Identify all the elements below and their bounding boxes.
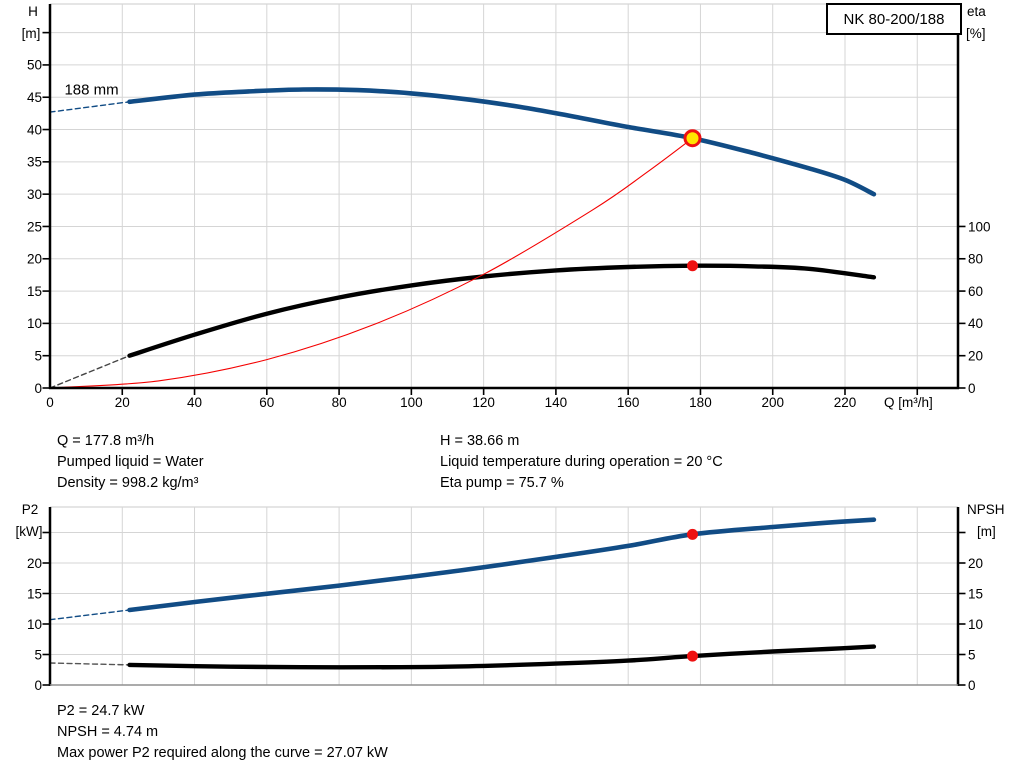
axis-text: 5 <box>34 647 42 662</box>
gridlines <box>50 506 958 685</box>
axis-text: 0 <box>968 678 976 693</box>
duty-info-block: Q = 177.8 m³/h Pumped liquid = Water Den… <box>57 431 204 494</box>
info-line-liquid: Pumped liquid = Water <box>57 454 204 470</box>
head-curve-dashed <box>49 101 131 113</box>
info-line-density: Density = 998.2 kg/m³ <box>57 475 199 491</box>
duty-point-markers <box>686 528 698 662</box>
head-efficiency-chart: 0 5 10 15 20 25 30 35 40 45 50 0 20 40 60 80 100 0 20 40 60 8… <box>22 3 991 410</box>
axis-text: 60 <box>259 395 274 410</box>
axis-unit-labels: P2 [kW] NPSH [m] <box>16 502 1005 539</box>
system-curve <box>49 137 694 389</box>
axis-text: Q [m³/h] <box>884 395 933 410</box>
axes <box>48 507 960 686</box>
curves <box>49 87 877 389</box>
npsh-point-marker <box>686 650 698 662</box>
axis-text: 0 <box>968 381 976 396</box>
axis-text: 15 <box>968 586 983 601</box>
axis-text: 10 <box>27 316 42 331</box>
axis-text: 180 <box>689 395 712 410</box>
axis-text: NPSH <box>967 502 1005 517</box>
info-line-npsh: NPSH = 4.74 m <box>57 724 159 740</box>
power-info-block: P2 = 24.7 kW NPSH = 4.74 m Max power P2 … <box>57 701 388 764</box>
axis-text: [m] <box>977 524 996 539</box>
efficiency-curve <box>127 263 877 358</box>
info-line-q: Q = 177.8 m³/h <box>57 433 155 449</box>
power-npsh-chart: 0 5 10 15 20 0 5 10 15 20 P2 [kW] NPSH [m] <box>16 502 1005 693</box>
axis-text: 0 <box>34 678 42 693</box>
axis-text: [kW] <box>16 524 43 539</box>
axis-text: 40 <box>968 316 983 331</box>
axis-text: 40 <box>187 395 202 410</box>
npsh-curve <box>127 644 877 670</box>
gridlines <box>50 3 958 388</box>
axis-text: 20 <box>27 252 42 267</box>
axis-text: 15 <box>27 284 42 299</box>
curves <box>49 517 877 670</box>
axis-text: eta <box>967 4 986 19</box>
axis-text: 100 <box>968 219 991 234</box>
info-line-h: H = 38.66 m <box>440 433 520 449</box>
axis-text: H <box>28 4 38 19</box>
efficiency-point-marker <box>686 260 698 272</box>
axis-text: 10 <box>968 617 983 632</box>
axis-text: 160 <box>617 395 640 410</box>
axis-text: 200 <box>761 395 784 410</box>
axis-text: [m] <box>22 26 41 41</box>
axis-text: 60 <box>968 284 983 299</box>
duty-point-marker <box>683 129 702 148</box>
axis-text: 40 <box>27 122 42 137</box>
info-line-temperature: Liquid temperature during operation = 20… <box>440 454 723 470</box>
power-point-marker <box>686 528 698 540</box>
pump-model-label: NK 80-200/188 <box>843 10 945 28</box>
axis-text: 140 <box>545 395 568 410</box>
axis-text: 45 <box>27 90 42 105</box>
axis-text: 10 <box>27 617 42 632</box>
axis-text: 20 <box>968 556 983 571</box>
axis-text: 5 <box>968 647 976 662</box>
axis-text: 5 <box>34 348 42 363</box>
axis-text: 30 <box>27 187 42 202</box>
pump-model-box: NK 80-200/188 <box>826 3 962 35</box>
info-line-maxpower: Max power P2 required along the curve = … <box>57 745 388 761</box>
axis-unit-labels: H [m] eta [%] Q [m³/h] <box>22 4 987 410</box>
info-line-p2: P2 = 24.7 kW <box>57 703 145 719</box>
axis-text: 80 <box>968 252 983 267</box>
impeller-size-label: 188 mm <box>64 82 118 99</box>
axis-text: 80 <box>332 395 347 410</box>
tick-marks-and-labels: 0 5 10 15 20 25 30 35 40 45 50 0 20 40 60 80 100 0 20 40 60 8… <box>27 31 991 410</box>
axis-text: 20 <box>115 395 130 410</box>
axis-text: 50 <box>27 58 42 73</box>
axis-text: P2 <box>22 502 39 517</box>
duty-point-markers <box>683 129 702 272</box>
power-curve-dashed <box>49 609 131 621</box>
power-curve <box>127 517 877 613</box>
axis-text: 35 <box>27 155 42 170</box>
axis-text: 100 <box>400 395 423 410</box>
efficiency-curve-dashed <box>49 355 131 389</box>
axis-text: 120 <box>472 395 495 410</box>
axes <box>48 4 960 390</box>
axis-text: 20 <box>968 348 983 363</box>
axis-text: 0 <box>34 381 42 396</box>
tick-marks-and-labels: 0 5 10 15 20 0 5 10 15 20 <box>27 531 983 693</box>
info-line-eta: Eta pump = 75.7 % <box>440 475 564 491</box>
axis-text: 0 <box>46 395 54 410</box>
axis-text: 15 <box>27 586 42 601</box>
axis-text: [%] <box>966 26 986 41</box>
npsh-curve-dashed <box>49 662 131 666</box>
duty-info-block-right: H = 38.66 m Liquid temperature during op… <box>440 431 723 494</box>
axis-text: 25 <box>27 219 42 234</box>
axis-text: 20 <box>27 556 42 571</box>
axis-text: 220 <box>834 395 857 410</box>
head-curve-188mm <box>127 87 877 197</box>
